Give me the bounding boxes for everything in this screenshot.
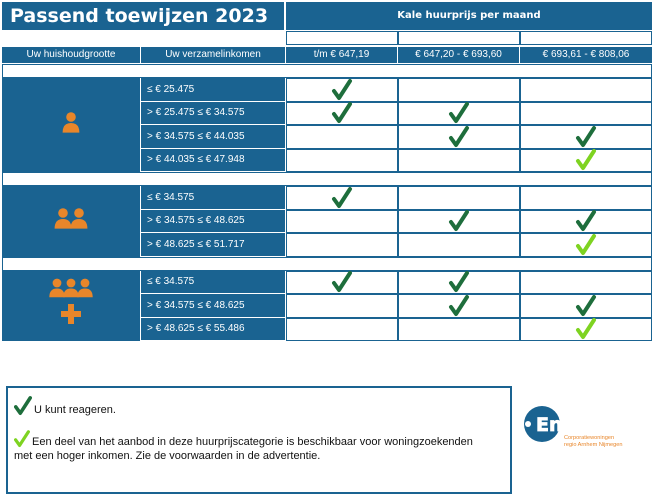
one-person-icon: [59, 111, 83, 139]
group-gap: [2, 256, 652, 271]
tick-cell: [286, 294, 398, 318]
legend-light: Een deel van het aanbod in deze huurprij…: [14, 430, 484, 463]
check-dark-icon: [332, 78, 352, 100]
check-dark-icon: [449, 294, 469, 316]
tick-cell: [520, 317, 652, 341]
rent-price-header: Kale huurprijs per maand: [286, 2, 652, 30]
income-cell: > € 34.575 ≤ € 44.035: [141, 125, 285, 149]
check-dark-icon: [332, 102, 352, 124]
header-spacer: [286, 31, 652, 45]
tick-cell: [398, 317, 520, 341]
col-rent-2: € 647,20 - € 693,60: [398, 47, 520, 63]
household-cell: [2, 78, 140, 172]
income-cell: > € 34.575 ≤ € 48.625: [141, 209, 285, 233]
check-dark-icon: [449, 271, 469, 293]
check-light-icon: [14, 430, 30, 447]
page-title: Passend toewijzen 2023: [2, 2, 284, 30]
legend-light-text: Een deel van het aanbod in deze huurprij…: [14, 436, 473, 462]
legend-dark: U kunt reageren.: [14, 396, 116, 416]
two-persons-icon: [53, 207, 89, 235]
spacer-cell: [398, 31, 520, 45]
check-dark-icon: [332, 186, 352, 208]
col-income: Uw verzamelinkomen: [141, 47, 286, 63]
col-rent-3: € 693,61 - € 808,06: [520, 47, 652, 63]
check-dark-icon: [449, 210, 469, 232]
check-dark-icon: [332, 271, 352, 293]
tick-cell: [520, 78, 652, 102]
household-cell: [2, 186, 140, 257]
tick-cell: [286, 125, 398, 149]
tick-cell: [286, 270, 398, 294]
tick-cell: [286, 78, 398, 102]
tick-cell: [286, 148, 398, 172]
tick-cell: [286, 186, 398, 210]
check-light-icon: [576, 233, 596, 255]
tick-cell: [520, 148, 652, 172]
col-rent-1: t/m € 647,19: [286, 47, 398, 63]
group-gap: [2, 64, 652, 78]
tick-cell: [520, 101, 652, 125]
tick-cell: [398, 186, 520, 210]
income-cell: > € 48.625 ≤ € 51.717: [141, 233, 285, 257]
spacer-cell: [286, 31, 398, 45]
spacer-cell: [520, 31, 652, 45]
check-dark-icon: [14, 396, 32, 416]
logo-tagline-2: regio Arnhem Nijmegen: [564, 442, 622, 448]
entree-logo: Entree Corporatiewoningen regio Arnhem N…: [522, 402, 650, 452]
col-household-size: Uw huishoudgrootte: [2, 47, 141, 63]
income-cell: ≤ € 25.475: [141, 78, 285, 102]
tick-cell: [520, 209, 652, 233]
tick-cell: [520, 125, 652, 149]
tick-cell: [520, 294, 652, 318]
tick-cell: [398, 148, 520, 172]
income-cell: ≤ € 34.575: [141, 186, 285, 210]
income-cell: > € 25.475 ≤ € 34.575: [141, 101, 285, 125]
tick-cell: [398, 294, 520, 318]
legend: U kunt reageren. Een deel van het aanbod…: [6, 386, 512, 494]
legend-dark-text: U kunt reageren.: [34, 404, 116, 416]
tick-cell: [398, 78, 520, 102]
tick-cell: [398, 209, 520, 233]
check-dark-icon: [449, 125, 469, 147]
check-dark-icon: [576, 210, 596, 232]
logo-name: Entree: [536, 414, 607, 436]
check-dark-icon: [449, 102, 469, 124]
tick-cell: [398, 101, 520, 125]
three-plus-persons-icon: [47, 278, 95, 333]
tick-cell: [398, 125, 520, 149]
tick-cell: [286, 233, 398, 257]
income-cell: > € 44.035 ≤ € 47.948: [141, 148, 285, 172]
logo-tagline-1: Corporatiewoningen: [564, 435, 614, 441]
check-dark-icon: [576, 125, 596, 147]
tick-cell: [286, 209, 398, 233]
check-light-icon: [576, 318, 596, 340]
tick-cell: [398, 270, 520, 294]
check-light-icon: [576, 149, 596, 171]
tick-cell: [286, 317, 398, 341]
tick-cell: [520, 186, 652, 210]
group-gap: [2, 172, 652, 186]
tick-cell: [520, 270, 652, 294]
household-cell: [2, 270, 140, 341]
tick-cell: [520, 233, 652, 257]
check-dark-icon: [576, 294, 596, 316]
tick-cell: [286, 101, 398, 125]
income-cell: ≤ € 34.575: [141, 270, 285, 294]
income-cell: > € 34.575 ≤ € 48.625: [141, 294, 285, 318]
tick-cell: [398, 233, 520, 257]
svg-text:Entree: Entree: [536, 414, 607, 436]
income-cell: > € 48.625 ≤ € 55.486: [141, 317, 285, 341]
